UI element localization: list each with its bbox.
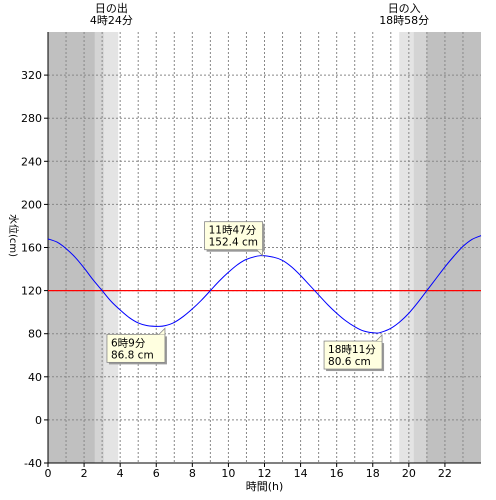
daylight-band-5 — [413, 32, 427, 463]
daylight-band-0 — [48, 32, 95, 463]
sunrise-time: 4時24分 — [90, 14, 133, 27]
annotation-pointer — [375, 334, 383, 342]
sunset-time: 18時58分 — [379, 14, 429, 27]
x-tick-label: 20 — [402, 467, 416, 480]
daylight-band-4 — [399, 32, 414, 463]
annotation-value: 86.8 cm — [111, 349, 154, 361]
x-tick-label: 10 — [221, 467, 235, 480]
daylight-band-1 — [94, 32, 104, 463]
annotation-time: 18時11分 — [328, 344, 376, 356]
x-tick-label: 8 — [189, 467, 196, 480]
annotation-time: 11時47分 — [209, 225, 257, 237]
annotation-box — [323, 340, 383, 370]
x-tick-label: 0 — [45, 467, 52, 480]
x-tick-label: 12 — [258, 467, 272, 480]
y-tick-label: 320 — [21, 69, 42, 82]
series-line-0 — [47, 235, 482, 334]
x-tick-label: 18 — [366, 467, 380, 480]
x-tick-label: 14 — [294, 467, 308, 480]
x-tick-label: 2 — [81, 467, 88, 480]
annotation-time: 6時9分 — [111, 337, 146, 349]
y-tick-label: 280 — [21, 112, 42, 125]
x-tick-label: 6 — [153, 467, 160, 480]
x-tick-label: 4 — [117, 467, 124, 480]
x-tick-label: 16 — [330, 467, 344, 480]
y-tick-label: 0 — [35, 414, 42, 427]
y-tick-label: 200 — [21, 198, 42, 211]
y-tick-label: 40 — [28, 371, 42, 384]
y-tick-label: 120 — [21, 285, 42, 298]
annotation-value: 80.6 cm — [328, 356, 371, 368]
annotation-value: 152.4 cm — [209, 237, 258, 249]
y-tick-label: 160 — [21, 242, 42, 255]
x-tick-label: 22 — [438, 467, 452, 480]
y-axis-label: 水位(cm) — [7, 214, 20, 257]
sunset-label: 日の入 — [388, 2, 421, 15]
x-axis-label: 時間(h) — [246, 480, 284, 493]
y-tick-label: -40 — [24, 457, 42, 470]
annotation-pointer — [158, 327, 166, 335]
annotation-box — [204, 221, 263, 251]
annotation-pointer — [256, 249, 263, 257]
sunrise-label: 日の出 — [95, 1, 128, 15]
annotation-box — [106, 333, 166, 363]
y-tick-label: 240 — [21, 155, 42, 168]
series-layer — [47, 235, 482, 334]
y-tick-label: 80 — [28, 328, 42, 341]
